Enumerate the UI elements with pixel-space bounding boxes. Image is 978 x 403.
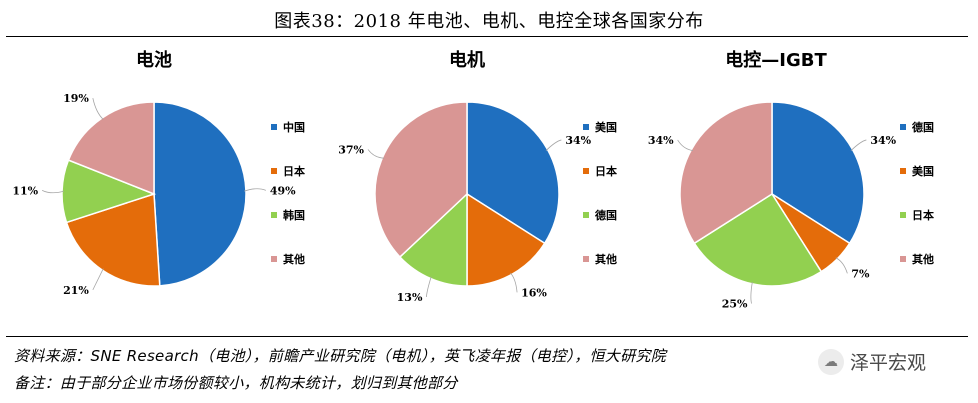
data-label: 34% <box>870 134 896 147</box>
bottom-rule <box>6 336 968 337</box>
source-note: 资料来源：SNE Research（电池），前瞻产业研究院（电机），英飞凌年报（… <box>14 347 666 365</box>
leader-line <box>243 188 267 192</box>
pie-slice <box>153 101 247 287</box>
legend-swatch <box>583 212 589 218</box>
remark-note: 备注：由于部分企业市场份额较小，机构未统计，划归到其他部分 <box>14 374 458 392</box>
pie-slice <box>374 101 468 259</box>
top-rule <box>6 36 968 37</box>
watermark-text: 泽平宏观 <box>850 352 927 374</box>
legend-label: 其他 <box>595 252 617 266</box>
legend-swatch <box>271 124 277 130</box>
legend-label: 其他 <box>912 252 934 266</box>
data-label: 7% <box>851 267 870 280</box>
legend-swatch <box>271 256 277 262</box>
watermark: ☁ 泽平宏观 <box>818 348 926 375</box>
figure-title: 图表38：2018 年电池、电机、电控全球各国家分布 <box>274 11 704 32</box>
data-label: 37% <box>338 143 364 156</box>
legend-swatch <box>900 256 906 262</box>
chart-title: 电机 <box>449 49 485 71</box>
legend-label: 日本 <box>912 208 934 222</box>
legend-label: 日本 <box>283 164 305 178</box>
legend-swatch <box>900 212 906 218</box>
legend-label: 其他 <box>283 252 305 266</box>
data-label: 25% <box>722 298 748 311</box>
leader-line <box>677 139 694 151</box>
leader-line <box>510 272 518 293</box>
legend-label: 中国 <box>283 120 305 134</box>
chart-title: 电池 <box>136 49 172 71</box>
leader-line <box>426 276 432 298</box>
leader-line <box>835 257 848 274</box>
data-label: 16% <box>521 286 547 299</box>
data-label: 11% <box>12 184 38 197</box>
legend-swatch <box>900 168 906 174</box>
data-label: 49% <box>270 184 296 197</box>
data-label: 34% <box>648 134 674 147</box>
legend-swatch <box>583 256 589 262</box>
pie-charts: 电池49%21%11%19%中国日本韩国其他电机34%16%13%37%美国日本… <box>12 49 934 311</box>
legend-label: 德国 <box>594 208 617 222</box>
data-label: 21% <box>63 284 89 297</box>
legend-label: 日本 <box>595 164 617 178</box>
leader-line <box>92 98 104 120</box>
legend-swatch <box>583 168 589 174</box>
leader-line <box>367 149 385 159</box>
legend-swatch <box>271 212 277 218</box>
legend-label: 韩国 <box>283 208 305 222</box>
chart-title: 电控—IGBT <box>725 49 827 71</box>
leader-line <box>850 139 867 151</box>
leader-line <box>545 139 562 151</box>
legend-label: 德国 <box>911 120 934 134</box>
data-label: 13% <box>397 291 423 304</box>
wechat-icon: ☁ <box>818 348 844 375</box>
leader-line <box>41 189 64 194</box>
legend-label: 美国 <box>595 120 617 134</box>
legend-label: 美国 <box>912 164 934 178</box>
legend-swatch <box>900 124 906 130</box>
legend-swatch <box>271 168 277 174</box>
data-label: 19% <box>63 92 89 105</box>
data-label: 34% <box>565 134 591 147</box>
legend-swatch <box>583 124 589 130</box>
pie-slice <box>679 101 773 245</box>
leader-line <box>92 268 104 291</box>
leader-line <box>750 281 753 304</box>
